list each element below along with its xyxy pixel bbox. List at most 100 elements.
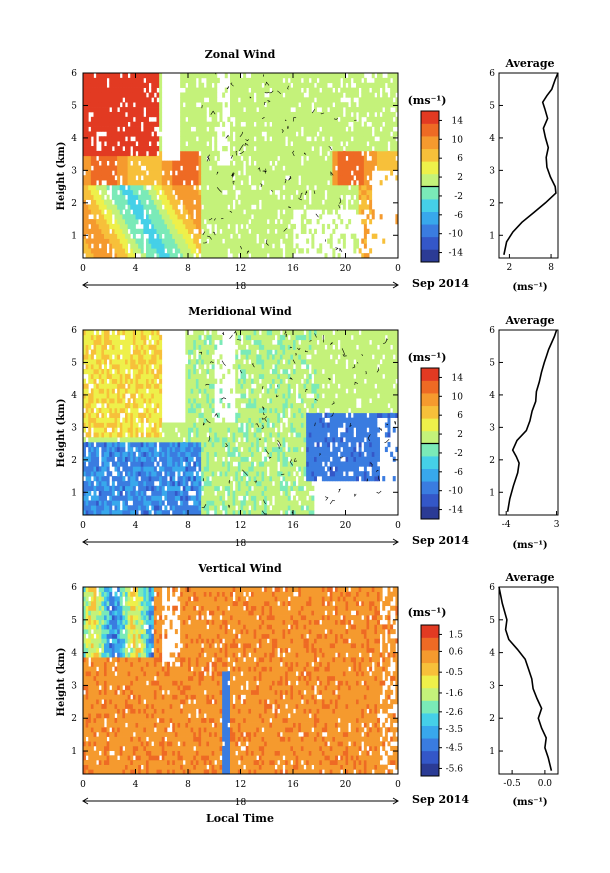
heatmap-cell [104, 485, 107, 492]
heatmap-cell [340, 73, 344, 79]
heatmap-cell [193, 432, 197, 438]
heatmap-cell [169, 228, 173, 235]
heatmap-cell [230, 204, 233, 210]
heatmap-cell [156, 223, 160, 230]
heatmap-cell [201, 368, 205, 375]
heatmap-cell [306, 170, 310, 176]
heatmap-cell [122, 155, 126, 161]
heatmap-cell [211, 180, 215, 186]
heatmap-cell [114, 228, 118, 235]
heatmap-cell [119, 155, 123, 161]
heatmap-cell [167, 446, 170, 453]
heatmap-cell [243, 116, 247, 123]
heatmap-cell [172, 184, 176, 191]
heatmap-cell [285, 82, 289, 88]
heatmap-cell [169, 214, 173, 220]
heatmap-cell [127, 330, 131, 336]
heatmap-cell [122, 111, 126, 118]
heatmap-cell [98, 495, 102, 501]
heatmap-cell [395, 141, 398, 147]
heatmap-cell [127, 165, 131, 171]
heatmap-cell [329, 111, 333, 118]
heatmap-cell [392, 165, 396, 171]
heatmap-cell [114, 238, 118, 244]
heatmap-cell [277, 136, 281, 142]
heatmap-cell [374, 131, 378, 137]
heatmap-cell [206, 92, 210, 98]
heatmap-cell [253, 111, 257, 118]
heatmap-cell [253, 126, 257, 132]
heatmap-cell [303, 73, 307, 79]
heatmap-cell [146, 500, 149, 506]
heatmap-cell [366, 92, 370, 98]
heatmap-cell [195, 441, 199, 448]
heatmap-cell [132, 495, 136, 501]
heatmap-cell [193, 378, 197, 384]
heatmap-cell [209, 160, 212, 166]
heatmap-cell [127, 87, 131, 93]
heatmap-cell [114, 233, 118, 239]
heatmap-cell [185, 126, 189, 132]
heatmap-cell [314, 146, 317, 152]
heatmap-cell [188, 359, 191, 365]
heatmap-cell [96, 233, 100, 239]
heatmap-cell [282, 233, 286, 239]
heatmap-cell [119, 393, 123, 399]
heatmap-cell [151, 146, 155, 152]
heatmap-cell [132, 92, 136, 98]
heatmap-cell [153, 446, 157, 453]
heatmap-cell [85, 243, 89, 249]
heatmap-cell [287, 199, 291, 205]
heatmap-cell [316, 175, 320, 181]
heatmap-cell [201, 97, 205, 103]
heatmap-cell [279, 189, 283, 196]
heatmap-cell [195, 388, 199, 394]
heatmap-cell [109, 407, 113, 414]
heatmap-cell [135, 364, 139, 370]
heatmap-cell [114, 126, 118, 132]
heatmap-cell [245, 233, 249, 239]
heatmap-cell [85, 412, 89, 418]
heatmap-cell [319, 92, 323, 98]
heatmap-cell [180, 461, 184, 467]
heatmap-cell [180, 102, 184, 108]
heatmap-cell [117, 480, 121, 487]
heatmap-cell [182, 451, 186, 457]
heatmap-cell [214, 199, 218, 205]
heatmap-cell [83, 92, 86, 98]
heatmap-cell [272, 111, 275, 118]
heatmap-cell [140, 373, 144, 380]
heatmap-cell [198, 223, 202, 230]
heatmap-cell [193, 131, 197, 137]
heatmap-cell [125, 189, 128, 196]
heatmap-cell [151, 485, 155, 492]
heatmap-cell [114, 116, 118, 123]
heatmap-cell [290, 189, 294, 196]
heatmap-cell [248, 243, 252, 249]
heatmap-cell [114, 146, 118, 152]
heatmap-cell [295, 116, 299, 123]
heatmap-cell [329, 204, 333, 210]
heatmap-cell [201, 219, 205, 225]
heatmap-cell [264, 194, 268, 200]
heatmap-cell [148, 77, 152, 84]
heatmap-cell [122, 359, 126, 365]
heatmap-cell [195, 451, 199, 457]
heatmap-cell [93, 359, 97, 365]
heatmap-cell [287, 141, 291, 147]
heatmap-cell [169, 165, 173, 171]
heatmap-cell [190, 228, 194, 235]
colorbar-tick-label: 10 [452, 135, 464, 145]
heatmap-cell [329, 184, 333, 191]
heatmap-cell [130, 238, 134, 244]
heatmap-cell [119, 349, 123, 355]
heatmap-cell [285, 146, 289, 152]
heatmap-cell [198, 73, 202, 79]
heatmap-cell [130, 330, 134, 336]
heatmap-cell [117, 209, 121, 215]
heatmap-cell [345, 150, 349, 157]
heatmap-cell [106, 461, 110, 467]
heatmap-cell [148, 155, 152, 161]
heatmap-cell [104, 238, 107, 244]
heatmap-cell [125, 334, 128, 341]
